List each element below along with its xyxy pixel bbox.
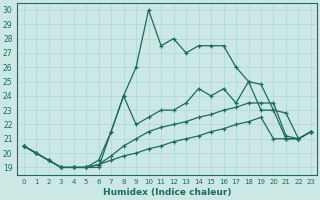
- X-axis label: Humidex (Indice chaleur): Humidex (Indice chaleur): [103, 188, 232, 197]
